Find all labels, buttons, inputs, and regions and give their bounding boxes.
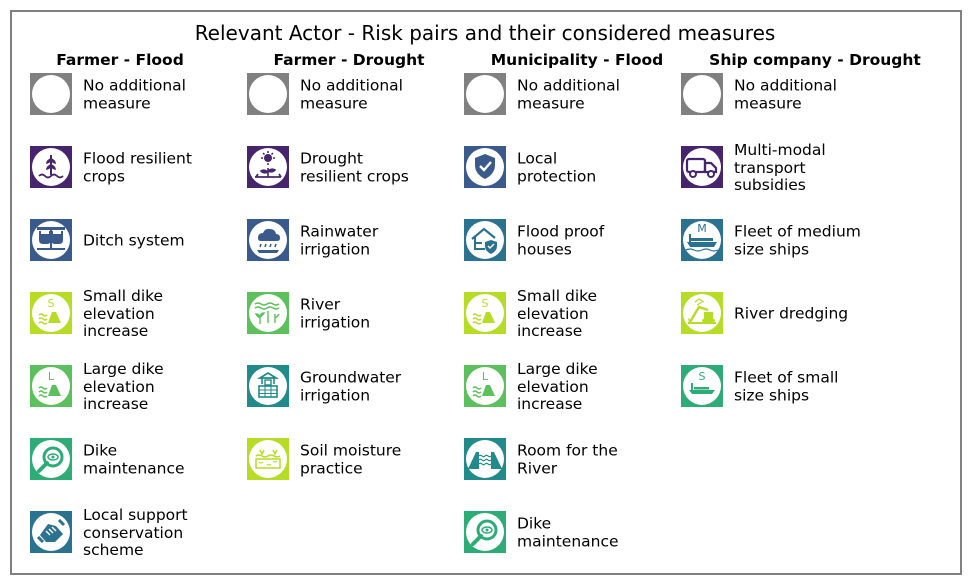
measure-label: Fleet of medium size ships <box>734 222 861 258</box>
large-dike-icon: L <box>464 365 506 407</box>
empty-circle-icon <box>681 73 723 115</box>
measure-label: Flood resilient crops <box>83 149 192 185</box>
measure-label: Multi-modal transport subsidies <box>734 140 826 194</box>
measure-label: Drought resilient crops <box>300 149 409 185</box>
legend-entry: S Small dike elevation increase <box>464 287 674 339</box>
legend-entry: S Fleet of small size ships <box>681 365 891 409</box>
measure-label: No additional measure <box>734 76 837 112</box>
large-dike-icon: L <box>30 365 72 407</box>
small-dike-icon: S <box>464 292 506 334</box>
ditch-icon <box>30 219 72 261</box>
measure-label: River dredging <box>734 304 849 323</box>
measure-label: Small dike elevation increase <box>83 286 164 340</box>
svg-text:L: L <box>482 370 489 383</box>
measure-label: Room for the River <box>517 441 618 477</box>
measure-label: Dike maintenance <box>517 514 619 550</box>
empty-circle-icon <box>464 73 506 115</box>
measure-label: Fleet of small size ships <box>734 368 839 404</box>
legend-entry: Dike maintenance <box>30 438 240 482</box>
measure-label: River irrigation <box>300 295 371 331</box>
legend-entry: Local protection <box>464 146 674 190</box>
legend-entry: Soil moisture practice <box>247 438 457 482</box>
legend-entry: Dike maintenance <box>464 511 674 555</box>
river-irrigation-icon <box>247 292 289 334</box>
measure-label: Large dike elevation increase <box>517 359 598 413</box>
legend-entry: Flood proof houses <box>464 219 674 263</box>
legend-entry: Local support conservation scheme <box>30 506 240 558</box>
legend-entry: Room for the River <box>464 438 674 482</box>
column-header: Farmer - Drought <box>273 51 425 69</box>
legend-frame <box>10 10 962 575</box>
svg-text:S: S <box>482 297 489 310</box>
legend-entry: S Small dike elevation increase <box>30 287 240 339</box>
measure-label: Dike maintenance <box>83 441 185 477</box>
legend-entry: Drought resilient crops <box>247 146 457 190</box>
shield-check-icon <box>464 146 506 188</box>
measure-label: Soil moisture practice <box>300 441 402 477</box>
measure-label: No additional measure <box>83 76 186 112</box>
column-header: Municipality - Flood <box>490 51 664 69</box>
legend-entry: No additional measure <box>247 73 457 117</box>
svg-text:S: S <box>48 297 55 310</box>
legend-entry: L Large dike elevation increase <box>464 360 674 412</box>
soil-moisture-icon <box>247 438 289 480</box>
wheat-water-icon <box>30 146 72 188</box>
measure-label: Rainwater irrigation <box>300 222 379 258</box>
legend-entry: Flood resilient crops <box>30 146 240 190</box>
dike-inspection-icon <box>464 511 506 553</box>
svg-text:M: M <box>697 222 707 235</box>
legend-entry: River irrigation <box>247 292 457 336</box>
legend-entry: No additional measure <box>30 73 240 117</box>
small-ship-icon: S <box>681 365 723 407</box>
svg-text:L: L <box>48 370 55 383</box>
legend-entry: No additional measure <box>464 73 674 117</box>
figure-title: Relevant Actor - Risk pairs and their co… <box>194 21 776 45</box>
dike-inspection-icon <box>30 438 72 480</box>
svg-text:S: S <box>699 370 706 383</box>
house-shield-icon <box>464 219 506 261</box>
legend-entry: Ditch system <box>30 219 240 263</box>
empty-circle-icon <box>247 73 289 115</box>
legend-entry: River dredging <box>681 292 891 336</box>
measure-label: Local protection <box>517 149 597 185</box>
measure-label: Flood proof houses <box>517 222 605 258</box>
well-icon <box>247 365 289 407</box>
legend-entry: L Large dike elevation increase <box>30 360 240 412</box>
measure-label: Ditch system <box>83 231 185 250</box>
measure-label: Groundwater irrigation <box>300 368 402 404</box>
legend-entry: No additional measure <box>681 73 891 117</box>
measure-label: Local support conservation scheme <box>83 505 188 559</box>
empty-circle-icon <box>30 73 72 115</box>
measure-label: Small dike elevation increase <box>517 286 598 340</box>
sun-plant-icon <box>247 146 289 188</box>
rain-cloud-icon <box>247 219 289 261</box>
column-header: Ship company - Drought <box>709 51 921 69</box>
truck-icon <box>681 146 723 188</box>
measure-label: No additional measure <box>517 76 620 112</box>
excavator-icon <box>681 292 723 334</box>
legend-entry: Rainwater irrigation <box>247 219 457 263</box>
measure-label: Large dike elevation increase <box>83 359 164 413</box>
column-header: Farmer - Flood <box>56 51 184 69</box>
measure-label: No additional measure <box>300 76 403 112</box>
handshake-icon <box>30 511 72 553</box>
legend-entry: Multi-modal transport subsidies <box>681 141 891 193</box>
legend-entry: Groundwater irrigation <box>247 365 457 409</box>
small-dike-icon: S <box>30 292 72 334</box>
room-for-river-icon <box>464 438 506 480</box>
medium-ship-icon: M <box>681 219 723 261</box>
legend-entry: M Fleet of medium size ships <box>681 219 891 263</box>
